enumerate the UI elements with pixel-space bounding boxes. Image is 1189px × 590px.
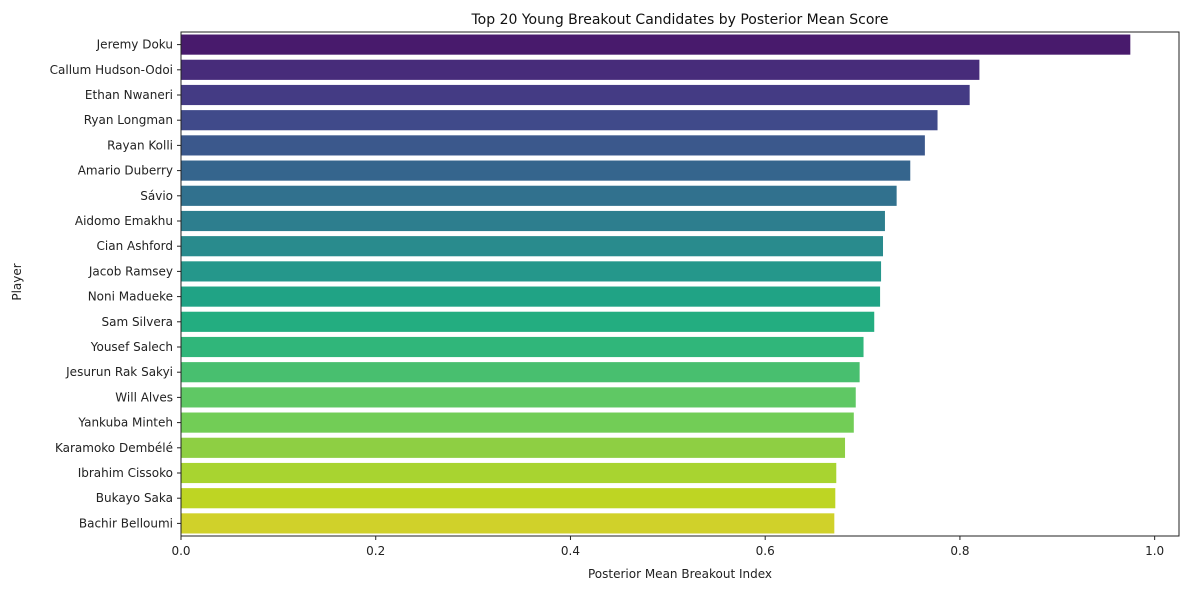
y-tick-label: Karamoko Dembélé [55, 441, 173, 455]
bar [181, 513, 835, 534]
bar [181, 34, 1131, 55]
x-tick-label: 1.0 [1145, 544, 1164, 558]
y-tick-label: Rayan Kolli [107, 138, 173, 152]
y-tick-label: Jeremy Doku [96, 38, 173, 52]
y-tick-label: Cian Ashford [97, 239, 173, 253]
y-tick-label: Jesurun Rak Sakyi [65, 365, 173, 379]
y-tick-label: Bukayo Saka [96, 491, 173, 505]
x-axis-ticks: 0.0 0.2 0.4 0.6 0.8 1.0 [171, 536, 1164, 558]
y-tick-label: Sam Silvera [101, 315, 173, 329]
y-axis-ticks: Jeremy Doku Callum Hudson-Odoi Ethan Nwane… [50, 38, 181, 530]
y-tick-label: Yousef Salech [90, 340, 173, 354]
plot-frame [180, 31, 1180, 537]
bar [181, 336, 864, 358]
bar [181, 488, 836, 509]
y-tick-label: Callum Hudson-Odoi [50, 63, 173, 77]
y-tick-label: Amario Duberry [78, 164, 173, 178]
bar [181, 59, 980, 80]
y-tick-label: Yankuba Minteh [77, 416, 173, 430]
y-tick-label: Noni Madueke [88, 290, 173, 304]
y-tick-label: Aidomo Emakhu [75, 214, 173, 228]
bar [181, 311, 875, 332]
bar [181, 210, 885, 232]
bars-group [181, 34, 1131, 534]
bar [181, 286, 881, 307]
bar [181, 362, 860, 383]
y-tick-label: Jacob Ramsey [88, 264, 173, 278]
y-tick-label: Ethan Nwaneri [85, 88, 173, 102]
chart-title: Top 20 Young Breakout Candidates by Post… [471, 12, 889, 28]
bar [181, 236, 884, 257]
x-tick-label: 0.4 [561, 544, 580, 558]
x-tick-label: 0.6 [756, 544, 775, 558]
bar [181, 387, 856, 408]
y-tick-label: Ryan Longman [84, 113, 173, 127]
x-tick-label: 0.0 [171, 544, 190, 558]
bar [181, 412, 854, 433]
bar [181, 437, 846, 458]
bar [181, 185, 897, 206]
y-tick-label: Will Alves [115, 390, 173, 404]
bar [181, 261, 882, 282]
x-axis-label: Posterior Mean Breakout Index [588, 567, 772, 581]
x-tick-label: 0.8 [950, 544, 969, 558]
bar [181, 135, 925, 156]
y-tick-label: Sávio [140, 189, 173, 203]
y-axis-label: Player [10, 263, 24, 300]
y-tick-label: Ibrahim Cissoko [78, 466, 173, 480]
bar [181, 84, 970, 106]
bar [181, 110, 938, 131]
bar [181, 160, 911, 181]
bar [181, 462, 837, 484]
y-tick-label: Bachir Belloumi [79, 516, 173, 530]
x-tick-label: 0.2 [366, 544, 385, 558]
